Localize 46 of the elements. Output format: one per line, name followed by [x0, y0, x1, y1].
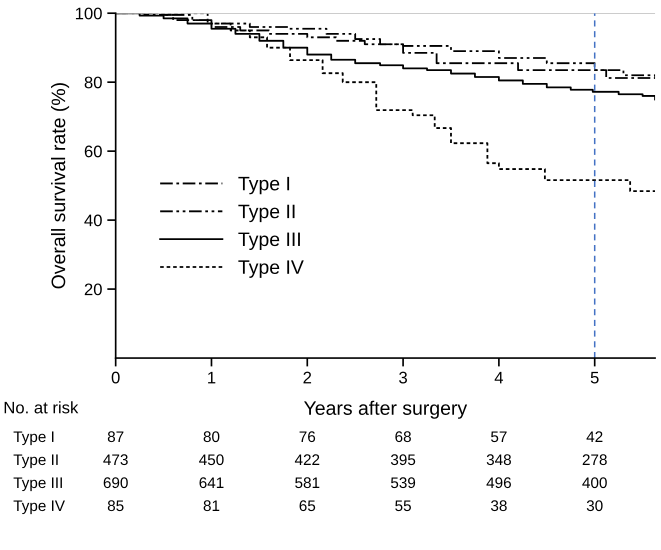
text: Type IV [14, 500, 65, 514]
text: 348 [486, 454, 511, 466]
text: 450 [199, 454, 224, 466]
text: 422 [294, 454, 320, 465]
y-tick-label: 80 [84, 76, 102, 88]
legend-label: Type III [238, 232, 300, 250]
text: 473 [103, 454, 128, 466]
x-tick-label: 1 [208, 372, 216, 384]
text: 57 [491, 431, 507, 442]
y-axis-title: Overall survival rate (%) [50, 83, 70, 288]
text: 690 [104, 477, 128, 488]
text: 395 [390, 454, 416, 466]
text: 85 [108, 500, 124, 512]
text: 278 [582, 454, 607, 466]
legend-label: Type II [238, 204, 294, 222]
y-tick-label: 100 [76, 8, 102, 20]
text: 76 [300, 431, 316, 442]
text: 65 [300, 500, 316, 512]
y-tick-label: 40 [84, 214, 102, 226]
text: Type I [14, 431, 54, 446]
text: 42 [586, 431, 602, 442]
text: Type III [14, 477, 62, 492]
text: 87 [108, 431, 124, 442]
text: 30 [586, 500, 603, 512]
text: No. at risk [4, 401, 78, 414]
text: 68 [395, 431, 411, 442]
text: 581 [295, 477, 320, 488]
x-axis-title: Years after surgery [304, 400, 468, 419]
y-tick-label: 20 [84, 283, 102, 296]
legend-label: Type IV [238, 260, 304, 278]
text: 80 [204, 431, 220, 442]
x-tick-label: 5 [590, 372, 599, 384]
text: 641 [200, 477, 224, 488]
text: 55 [395, 500, 411, 512]
x-tick-label: 4 [494, 372, 504, 384]
text: 539 [390, 477, 416, 488]
text: 496 [486, 477, 511, 488]
y-tick-label: 60 [84, 146, 102, 158]
x-tick-label: 2 [303, 372, 312, 384]
text: 81 [204, 500, 220, 512]
x-tick-label: 3 [399, 372, 407, 384]
text: 400 [582, 477, 607, 488]
text: Type II [14, 454, 58, 468]
text: 38 [490, 500, 507, 512]
legend-label: Type I [238, 176, 290, 194]
x-tick-label: 0 [112, 372, 120, 384]
